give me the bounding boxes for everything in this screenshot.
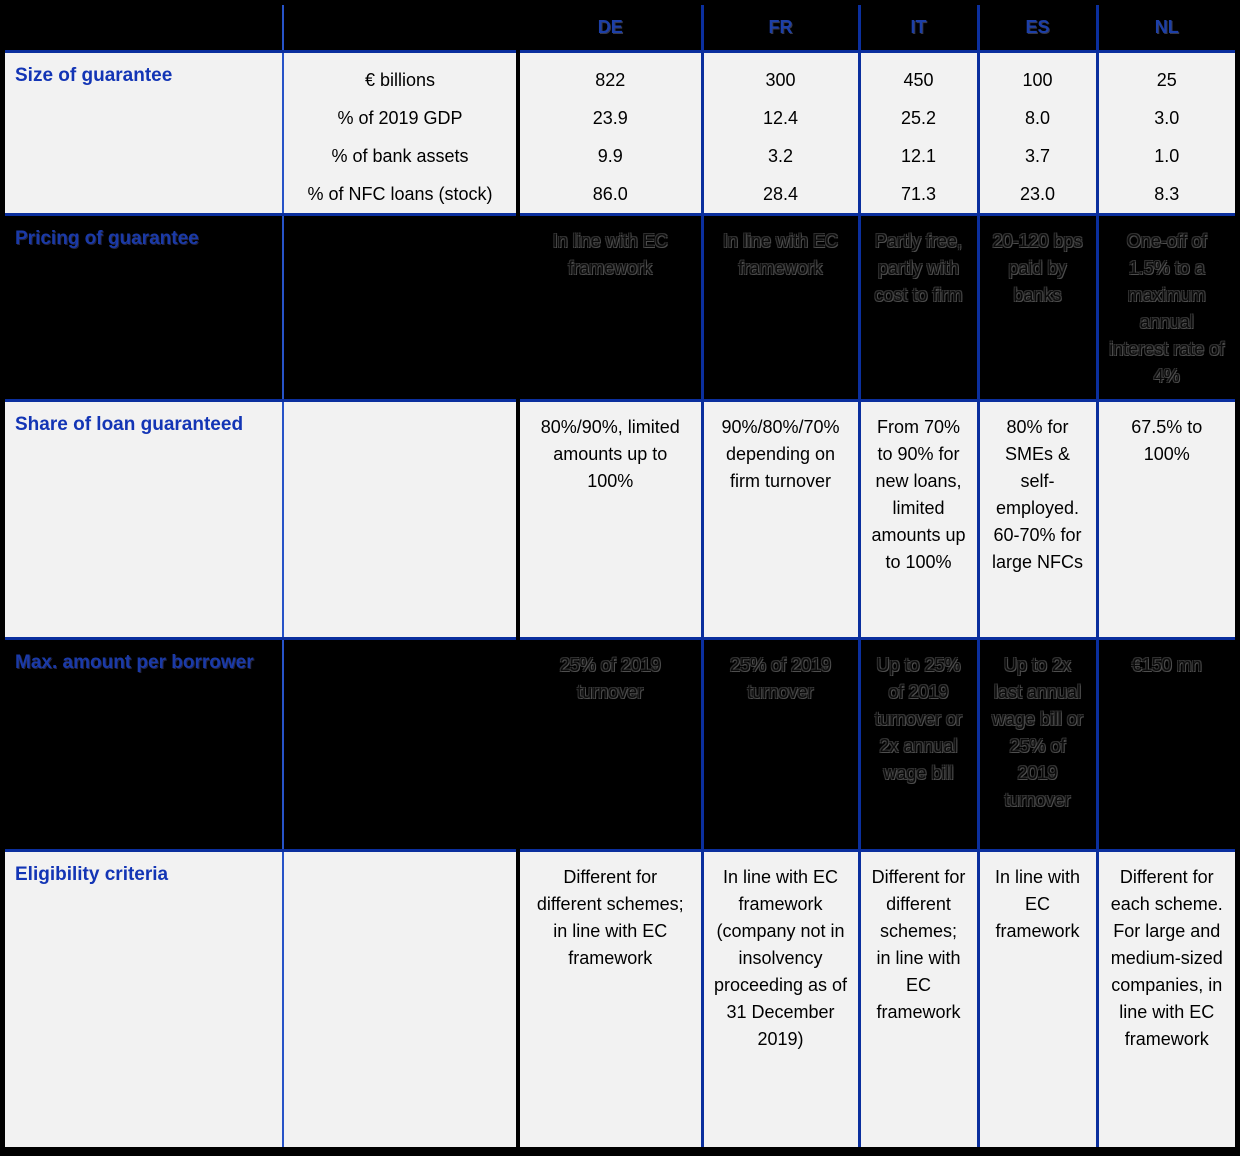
value-es-billions: 100 (1022, 69, 1053, 90)
cell-max-nl: €150 mn (1097, 638, 1235, 852)
cell-max-es: Up to 2x last annual wage bill or 25% of… (978, 638, 1099, 852)
value-nl-billions: 25 (1156, 69, 1177, 90)
cell-share-fr: 90%/80%/70% depending on firm turnover (702, 400, 861, 640)
cell-pricing-fr: In line with EC framework (702, 214, 861, 402)
cell-eligibility-de: Different for different schemes; in line… (518, 850, 704, 1147)
row-pricing-of-guarantee: Pricing of guarantee In line with EC fra… (5, 214, 1235, 402)
cell-eligibility-it: Different for different schemes; in line… (859, 850, 980, 1147)
header-unit-empty (283, 5, 520, 53)
cell-share-es: 80% for SMEs & self-employed. 60-70% for… (978, 400, 1099, 640)
cell-eligibility-nl: Different for each scheme. For large and… (1110, 866, 1223, 1049)
row-label-size: Size of guarantee (5, 51, 284, 216)
value-fr-bank: 3.2 (767, 145, 794, 166)
row-label-share: Share of loan guaranteed (5, 400, 284, 640)
cell-share-units-empty (283, 400, 520, 640)
unit-pct-gdp: % of 2019 GDP (337, 107, 463, 128)
cell-share-it: From 70% to 90% for new loans, limited a… (859, 400, 980, 640)
cell-size-es: 100 8.0 3.7 23.0 (978, 51, 1099, 216)
cell-pricing-nl: One-off of 1.5% to a maximum annual inte… (1097, 214, 1235, 402)
row-label-max: Max. amount per borrower (5, 638, 284, 852)
cell-max-it: Up to 25% of 2019 turnover or 2x annual … (859, 638, 980, 852)
cell-max-units-empty (283, 638, 520, 852)
value-nl-bank: 1.0 (1154, 145, 1180, 166)
row-label-eligibility: Eligibility criteria (5, 850, 284, 1147)
cell-size-it: 450 25.2 12.1 71.3 (859, 51, 980, 216)
value-de-bank: 9.9 (597, 145, 623, 166)
col-header-es: ES (978, 5, 1099, 53)
value-de-gdp: 23.9 (592, 107, 628, 128)
value-it-gdp: 25.2 (900, 107, 937, 128)
table-header-row: DE FR IT ES NL (5, 5, 1235, 53)
header-corner-empty (5, 5, 284, 53)
row-share-of-loan: Share of loan guaranteed 80%/90%, limite… (5, 400, 1235, 640)
value-it-billions: 450 (903, 69, 934, 90)
col-header-fr: FR (702, 5, 861, 53)
value-de-nfc: 86.0 (592, 183, 628, 204)
value-de-billions: 822 (595, 69, 626, 90)
value-es-gdp: 8.0 (1024, 107, 1051, 128)
unit-pct-nfc-loans: % of NFC loans (stock) (307, 183, 493, 204)
cell-max-de: 25% of 2019 turnover (518, 638, 704, 852)
value-fr-billions: 300 (765, 69, 796, 90)
row-max-amount: Max. amount per borrower 25% of 2019 tur… (5, 638, 1235, 852)
row-label-pricing: Pricing of guarantee (5, 214, 284, 402)
unit-pct-bank: % of bank assets (331, 145, 469, 166)
value-it-nfc: 71.3 (900, 183, 937, 204)
col-header-nl: NL (1097, 5, 1235, 53)
cell-pricing-units-empty (283, 214, 520, 402)
row-size-of-guarantee: Size of guarantee € billions % of 2019 G… (5, 51, 1235, 216)
cell-pricing-es: 20-120 bps paid by banks (978, 214, 1099, 402)
cell-eligibility-es: In line with EC framework (978, 850, 1099, 1147)
cell-share-nl: 67.5% to 100% (1097, 400, 1235, 640)
cell-eligibility-units-empty (283, 850, 520, 1147)
guarantee-table: DE FR IT ES NL Size of guarantee € billi… (5, 5, 1235, 1147)
col-header-it: IT (859, 5, 980, 53)
unit-eur-billions: € billions (364, 69, 436, 90)
cell-size-fr: 300 12.4 3.2 28.4 (702, 51, 861, 216)
col-header-de: DE (518, 5, 704, 53)
cell-pricing-it: Partly free, partly with cost to firm (859, 214, 980, 402)
value-fr-gdp: 12.4 (762, 107, 799, 128)
row-eligibility: Eligibility criteria Different for diffe… (5, 850, 1235, 1147)
cell-size-units: € billions % of 2019 GDP % of bank asset… (283, 51, 520, 216)
value-es-nfc: 23.0 (1019, 183, 1056, 204)
value-nl-nfc: 8.3 (1154, 183, 1180, 204)
value-nl-gdp: 3.0 (1154, 107, 1180, 128)
value-es-bank: 3.7 (1024, 145, 1051, 166)
cell-max-fr: 25% of 2019 turnover (702, 638, 861, 852)
cell-size-de: 822 23.9 9.9 86.0 (518, 51, 704, 216)
cell-pricing-de: In line with EC framework (518, 214, 704, 402)
cell-share-de: 80%/90%, limited amounts up to 100% (518, 400, 704, 640)
cell-size-nl: 25 3.0 1.0 8.3 (1097, 51, 1235, 216)
value-it-bank: 12.1 (900, 145, 937, 166)
value-fr-nfc: 28.4 (762, 183, 799, 204)
cell-eligibility-fr: In line with EC framework (company not i… (702, 850, 861, 1147)
